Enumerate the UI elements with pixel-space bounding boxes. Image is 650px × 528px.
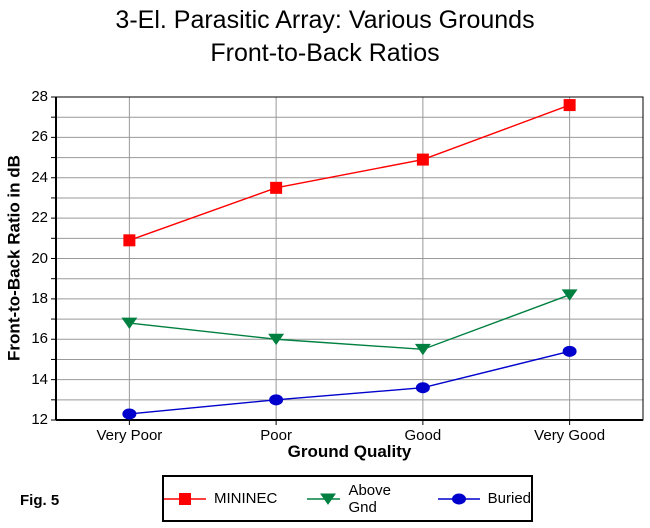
legend-item-mininec: MININEC [164, 490, 277, 507]
y-tick-label: 18 [31, 289, 48, 307]
chart-title-line2: Front-to-Back Ratios [210, 39, 440, 67]
legend-item-label: Above Gnd [348, 481, 391, 516]
legend-box: MININEC Above Gnd Buried [162, 475, 533, 522]
triangle-down-marker [268, 333, 285, 346]
figure-caption: Fig. 5 [20, 492, 60, 509]
triangle-down-marker [320, 493, 337, 505]
x-tick-label: Very Good [534, 427, 606, 444]
circle-marker [415, 382, 430, 394]
y-tick-label: 14 [31, 370, 48, 388]
series-line-buried [129, 350, 570, 415]
circle-marker [269, 394, 284, 406]
y-tick-label: 16 [31, 330, 48, 348]
square-marker [123, 234, 136, 247]
y-tick-label: 28 [31, 88, 48, 105]
legend-marker-square-icon [164, 492, 206, 505]
legend-item-buried: Buried [437, 490, 531, 507]
x-tick-label: Good [404, 427, 442, 444]
square-marker [563, 99, 576, 112]
x-tick-label: Poor [260, 427, 292, 444]
y-tick-label: 24 [31, 168, 48, 186]
y-tick-label: 20 [31, 249, 48, 267]
x-axis-title: Ground Quality [287, 442, 412, 461]
legend-item-label: Buried [487, 490, 531, 507]
triangle-down-marker [561, 289, 578, 301]
series-line-above-gnd [129, 294, 570, 351]
legend-marker-triangle-down-icon [307, 493, 341, 505]
triangle-down-marker [121, 317, 138, 329]
chart-title: 3-El. Parasitic Array: Various Grounds F… [0, 4, 650, 70]
square-marker [270, 181, 283, 194]
circle-marker [451, 493, 466, 504]
y-tick-label: 12 [31, 411, 48, 428]
circle-marker [122, 408, 137, 420]
y-tick-label: 22 [31, 209, 48, 227]
legend-item-label: MININEC [214, 490, 278, 507]
square-marker [179, 492, 191, 505]
series-line-mininec [129, 104, 570, 241]
chart-title-line1: 3-El. Parasitic Array: Various Grounds [115, 6, 535, 34]
x-tick-label: Very Poor [96, 427, 163, 444]
triangle-down-marker [414, 343, 431, 356]
legend-item-above-gnd: Above Gnd [307, 482, 407, 516]
y-tick-label: 26 [31, 128, 48, 146]
circle-marker [562, 345, 577, 357]
legend-marker-circle-icon [437, 493, 480, 504]
square-marker [416, 153, 429, 166]
